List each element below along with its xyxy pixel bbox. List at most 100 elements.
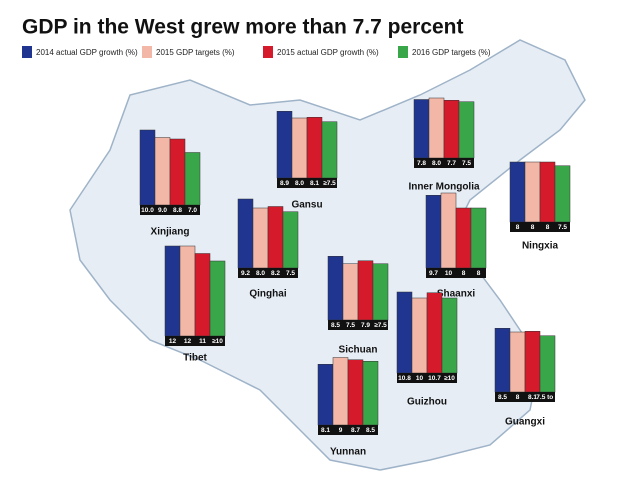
bar <box>306 117 323 179</box>
province-name: Guangxi <box>505 417 545 428</box>
bar <box>470 207 487 269</box>
province-name: Guizhou <box>407 397 447 408</box>
value-label-box <box>414 158 474 168</box>
bar <box>426 292 443 374</box>
province-name: Ningxia <box>522 241 559 252</box>
legend-swatch <box>142 46 152 58</box>
value-label: 8.0 <box>432 160 441 167</box>
bar <box>413 99 430 159</box>
value-label: 8.1 <box>321 427 330 434</box>
value-label-box <box>426 268 486 278</box>
value-label: 9.7 <box>429 270 438 277</box>
legend-swatch <box>263 46 273 58</box>
legend-label: 2014 actual GDP growth (%) <box>36 48 138 57</box>
value-label: 8.7 <box>351 427 360 434</box>
bar <box>524 331 541 393</box>
value-label: 8.5 <box>331 322 340 329</box>
value-label: 8.1 <box>310 180 319 187</box>
value-label: 10 <box>445 270 453 277</box>
legend-label: 2015 actual GDP growth (%) <box>277 48 379 57</box>
value-label: 12 <box>169 338 177 345</box>
value-label: 8 <box>462 270 466 277</box>
value-label: 9.0 <box>158 207 167 214</box>
bar <box>317 364 334 426</box>
bar <box>443 100 460 159</box>
value-label: 10 <box>416 375 424 382</box>
bar <box>276 111 293 179</box>
bar <box>291 117 308 179</box>
legend-swatch <box>22 46 32 58</box>
bar <box>411 297 428 374</box>
value-label-box <box>165 336 225 346</box>
bar <box>362 361 379 426</box>
bar <box>327 256 344 321</box>
value-label: 7.5 <box>286 270 295 277</box>
bar <box>372 263 389 321</box>
bar <box>357 260 374 321</box>
bar <box>194 253 211 337</box>
bar <box>539 335 556 393</box>
legend-label: 2015 GDP targets (%) <box>156 48 235 57</box>
bar <box>524 161 541 223</box>
bar <box>441 297 458 374</box>
value-label: 8 <box>477 270 481 277</box>
value-label: ≥7.5 <box>374 322 387 329</box>
value-label: 8.2 <box>271 270 280 277</box>
value-label: ≥7.5 <box>323 180 336 187</box>
bar <box>494 328 511 393</box>
value-label: 8.1 <box>528 394 537 401</box>
bar <box>396 291 413 374</box>
value-label: 8.5 <box>498 394 507 401</box>
value-label: 9.2 <box>241 270 250 277</box>
bar <box>554 165 571 223</box>
province-name: Yunnan <box>330 447 366 458</box>
value-label: 8 <box>516 394 520 401</box>
value-label: 9 <box>339 427 343 434</box>
bar <box>164 245 181 337</box>
value-label: 8.9 <box>280 180 289 187</box>
bar <box>154 137 171 206</box>
bar <box>184 152 201 206</box>
bar <box>169 138 186 206</box>
province-name: Sichuan <box>339 345 378 356</box>
value-label: 8.0 <box>295 180 304 187</box>
value-label: 8 <box>546 224 550 231</box>
province-name: Inner Mongolia <box>408 182 480 193</box>
value-label: 8 <box>531 224 535 231</box>
value-label: ≥10 <box>212 338 223 345</box>
bar <box>428 97 445 159</box>
value-label: 10.8 <box>398 375 411 382</box>
value-label: 7.5 to 8 <box>536 394 559 401</box>
value-label: 7.8 <box>417 160 426 167</box>
bar <box>509 331 526 393</box>
value-label-box <box>510 222 570 232</box>
value-label: 12 <box>184 338 192 345</box>
bar <box>209 260 226 337</box>
value-label-box <box>277 178 337 188</box>
value-label: 8.5 <box>366 427 375 434</box>
value-label: ≥10 <box>444 375 455 382</box>
bar <box>237 198 254 269</box>
bar <box>282 211 299 269</box>
value-label: 10.7 <box>428 375 441 382</box>
value-label: 8 <box>516 224 520 231</box>
bar <box>342 263 359 321</box>
value-label-box <box>140 205 200 215</box>
bar <box>179 245 196 337</box>
bar <box>252 207 269 269</box>
province-name: Xinjiang <box>151 227 190 238</box>
bar <box>458 101 475 159</box>
bar <box>332 357 349 426</box>
value-label: 10.0 <box>141 207 154 214</box>
value-label: 8.8 <box>173 207 182 214</box>
province-name: Tibet <box>183 353 207 364</box>
value-label-box <box>318 425 378 435</box>
value-label: 7.7 <box>447 160 456 167</box>
bar <box>455 207 472 269</box>
province-name: Qinghai <box>249 289 286 300</box>
chart-title: GDP in the West grew more than 7.7 perce… <box>22 16 464 39</box>
legend-label: 2016 GDP targets (%) <box>412 48 491 57</box>
bar <box>139 129 156 206</box>
bar <box>347 359 364 426</box>
